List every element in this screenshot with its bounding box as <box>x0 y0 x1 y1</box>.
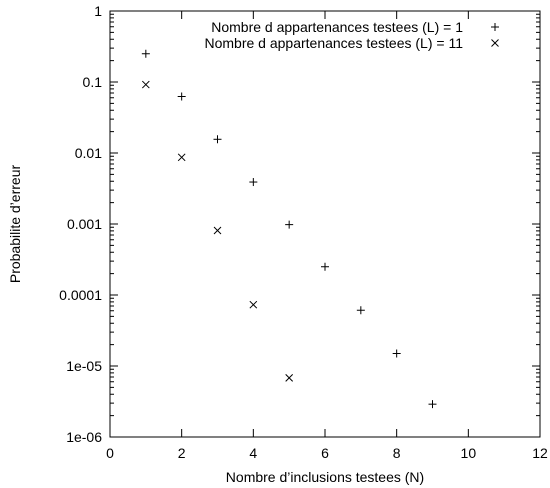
x-tick-label: 12 <box>532 445 548 461</box>
legend-marker-series-2 <box>491 39 499 47</box>
y-tick-label: 0.0001 <box>59 287 102 303</box>
data-point-series-1 <box>321 262 329 271</box>
x-tick-label: 6 <box>321 445 329 461</box>
data-point-series-2 <box>285 374 294 382</box>
data-point-series-2 <box>213 226 222 235</box>
x-tick-label: 4 <box>249 445 257 461</box>
x-axis-label: Nombre d’inclusions testees (N) <box>226 469 424 485</box>
legend: Nombre d appartenances testees (L) = 1No… <box>204 19 499 51</box>
legend-label: Nombre d appartenances testees (L) = 11 <box>204 35 463 51</box>
data-point-series-1 <box>213 135 222 144</box>
y-tick-label: 1e-05 <box>66 358 102 374</box>
y-tick-label: 1 <box>94 3 102 19</box>
data-point-series-1 <box>428 400 437 409</box>
legend-marker-series-1 <box>491 23 499 31</box>
x-tick-label: 2 <box>178 445 186 461</box>
x-tick-label: 10 <box>461 445 477 461</box>
data-point-series-1 <box>285 220 294 229</box>
data-point-series-1 <box>249 178 258 187</box>
data-point-series-2 <box>249 300 258 309</box>
data-point-series-2 <box>141 80 150 89</box>
data-point-series-1 <box>177 92 186 101</box>
x-tick-label: 0 <box>106 445 114 461</box>
y-tick-label: 1e-06 <box>66 429 102 445</box>
data-points <box>141 49 437 409</box>
data-point-series-2 <box>177 153 186 162</box>
data-point-series-1 <box>392 349 401 358</box>
y-tick-label: 0.01 <box>75 145 102 161</box>
y-axis-label: Probabilite d’erreur <box>7 165 23 284</box>
y-tick-label: 0.1 <box>83 74 103 90</box>
data-point-series-1 <box>356 306 365 315</box>
legend-label: Nombre d appartenances testees (L) = 1 <box>211 19 463 35</box>
axis-ticks <box>109 10 541 438</box>
data-point-series-1 <box>141 49 150 58</box>
y-tick-label: 0.001 <box>67 216 102 232</box>
axis-tick-labels: 0 2 4 6 8 10 12 1e-06 1e-05 0.0001 0.001 0.01 0.1 1 <box>59 3 548 461</box>
x-tick-label: 8 <box>393 445 401 461</box>
plot-frame <box>109 10 541 438</box>
